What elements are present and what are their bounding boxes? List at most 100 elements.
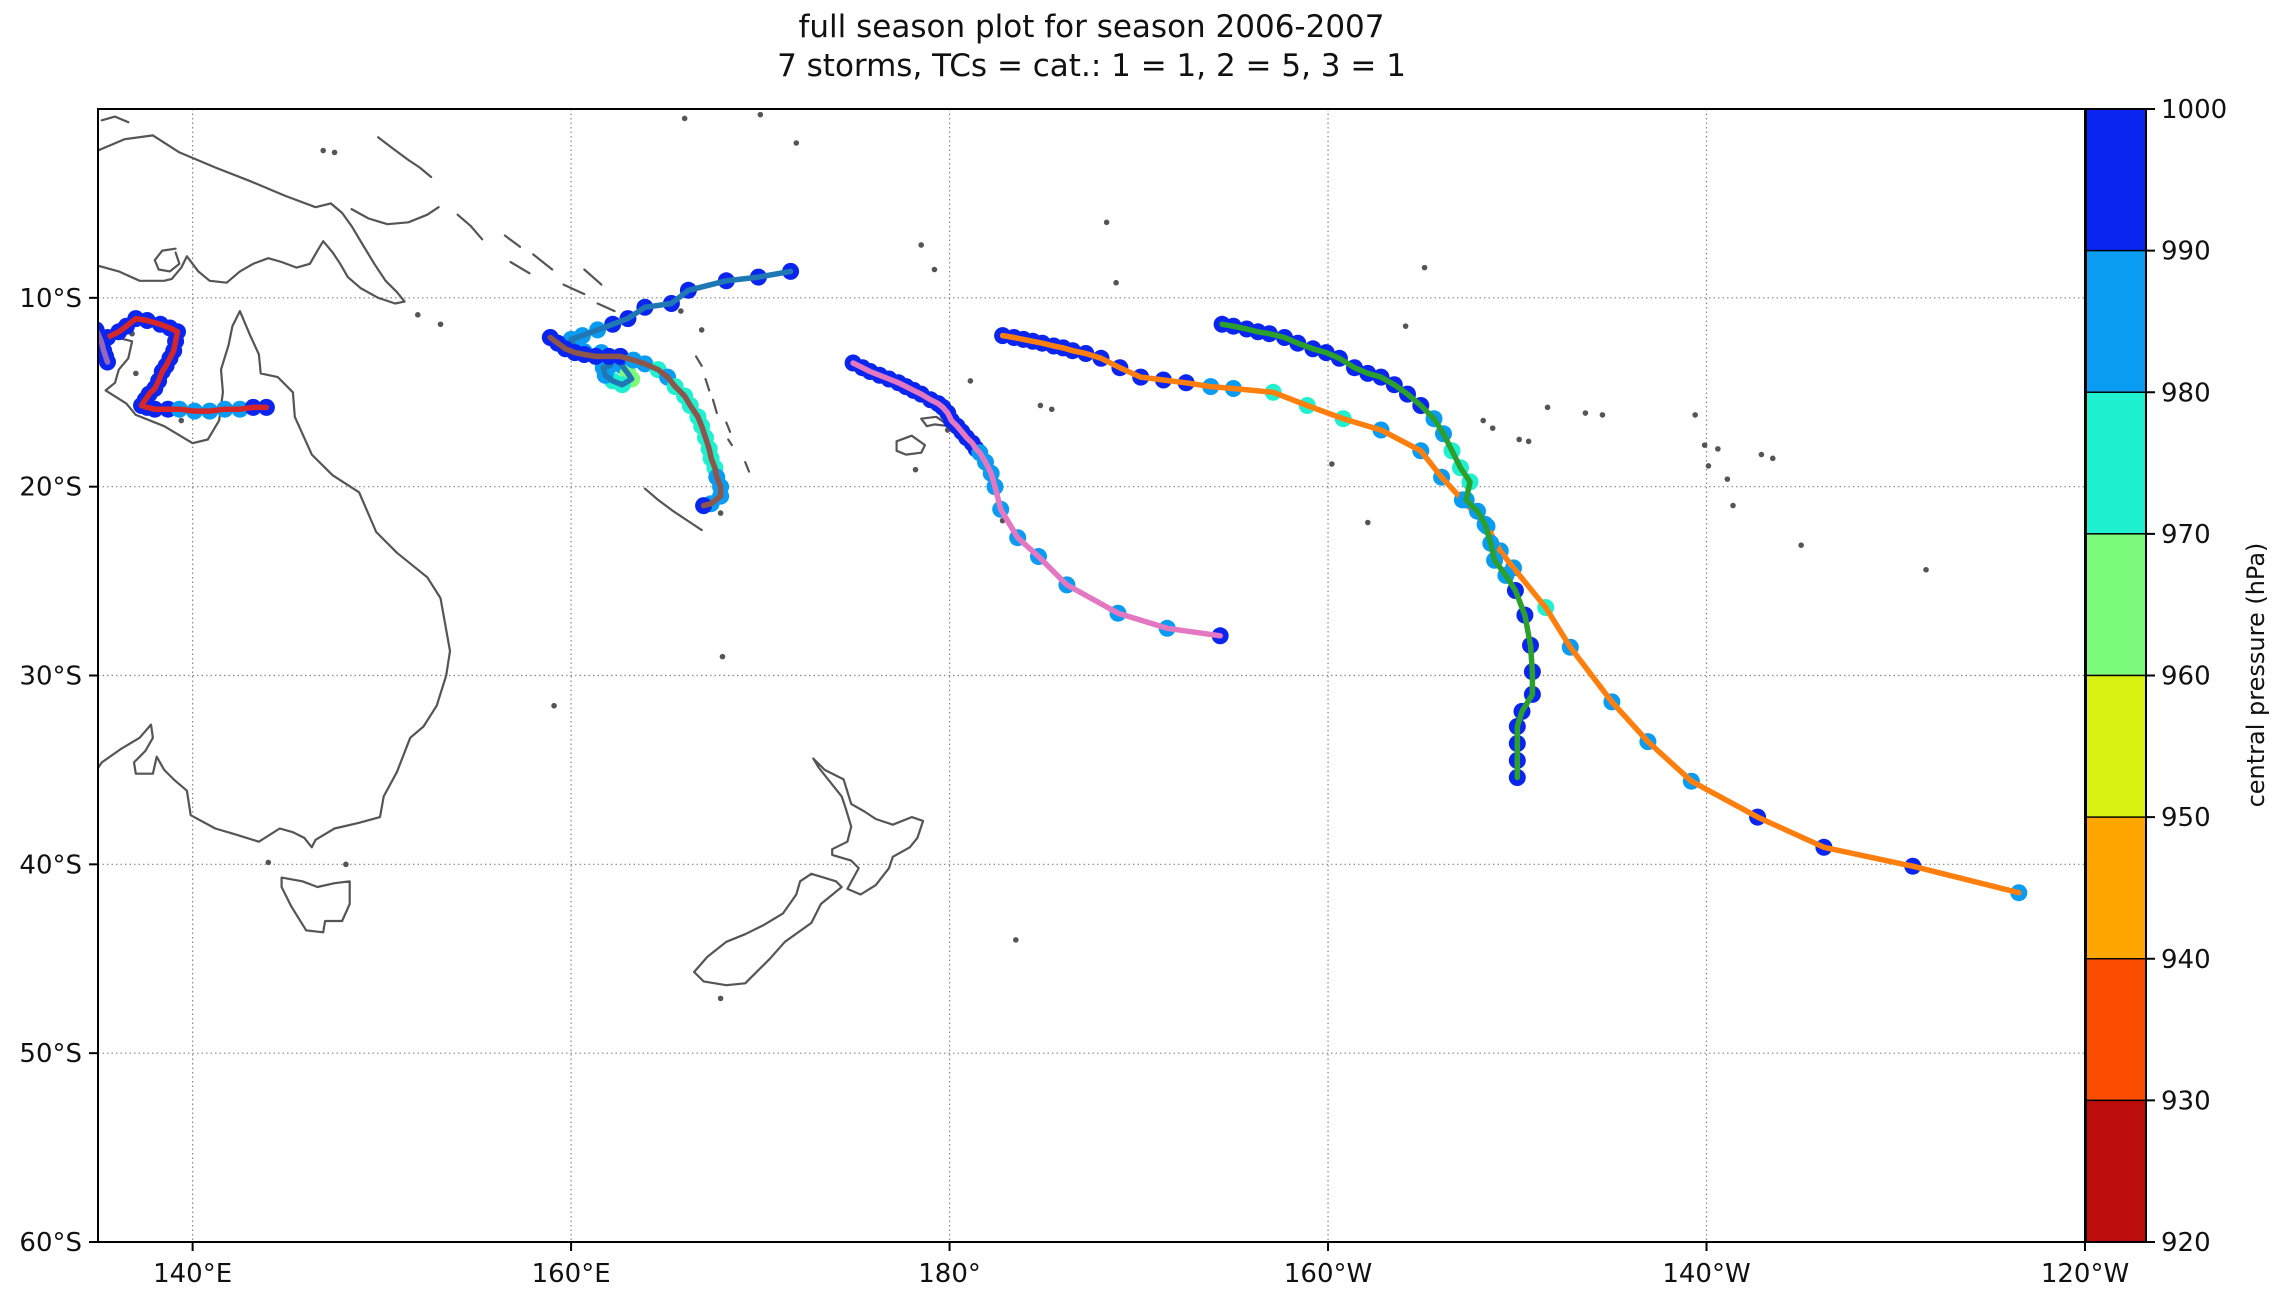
coastline-cenderawasih-bay [153, 247, 181, 273]
storm-track-line [999, 332, 2022, 896]
island-speck [1048, 406, 1055, 413]
coastline-layer [98, 111, 1929, 1002]
storm-track-line [547, 334, 724, 509]
coastline-new-guinea [98, 134, 406, 305]
colorbar-tick-label: 950 [2161, 803, 2211, 833]
island-speck [265, 859, 272, 866]
island-speck [551, 702, 557, 709]
colorbar-segment [2085, 816, 2147, 960]
coastline-santa-isabel [532, 253, 554, 271]
coastline-tasmania [280, 876, 351, 934]
x-tick-label: 120°W [2041, 1259, 2129, 1289]
colorbar-tick-label: 920 [2161, 1228, 2211, 1258]
coastline-vanuatu-6 [744, 461, 751, 473]
storm-track-line [1219, 321, 1536, 781]
island-speck [1525, 438, 1532, 445]
plot-title: full season plot for season 2006-2007 7 … [98, 8, 2085, 86]
colorbar-tick-label: 930 [2161, 1086, 2211, 1116]
island-speck [1715, 446, 1721, 452]
island-speck [1798, 542, 1804, 549]
y-tick-label: 20°S [19, 473, 82, 503]
island-speck [757, 111, 764, 118]
coastline-nz-north-island [812, 757, 925, 896]
y-tick-label: 30°S [19, 662, 82, 692]
island-speck [719, 653, 726, 660]
colorbar-segment [2085, 1099, 2147, 1243]
colorbar-segment [2085, 108, 2147, 252]
colorbar-segment [2085, 391, 2147, 535]
island-speck [1730, 502, 1736, 509]
coastline-vanuatu-1 [694, 355, 703, 367]
coastline-vanuatu-3 [711, 398, 718, 415]
island-speck [331, 149, 338, 156]
plot-title-line1: full season plot for season 2006-2007 [798, 9, 1385, 45]
island-speck [1480, 417, 1487, 424]
island-speck [1402, 323, 1409, 329]
x-tick-label: 140°W [1662, 1259, 1750, 1289]
island-speck [1758, 451, 1765, 458]
island-speck [717, 510, 724, 516]
island-speck [437, 321, 444, 328]
island-speck [320, 147, 326, 154]
island-speck [967, 378, 974, 384]
island-speck [918, 242, 924, 248]
x-tick-label: 140°E [153, 1259, 232, 1289]
island-speck [678, 308, 684, 314]
coastline-fiji-vanua-levu [920, 415, 951, 428]
coastline-malaita [583, 268, 603, 286]
coastline-vanuatu-5 [727, 438, 734, 447]
island-speck [912, 466, 919, 473]
island-speck [1516, 436, 1522, 443]
coastline-vanuatu-4 [725, 421, 732, 433]
island-speck [717, 995, 724, 1002]
grid-layer [98, 109, 2085, 1242]
island-speck [343, 861, 349, 868]
y-tick-label: 40°S [19, 850, 82, 880]
x-tick-label: 180° [918, 1259, 981, 1289]
island-speck [1769, 455, 1776, 462]
colorbar-segment [2085, 249, 2147, 393]
coastline-australia [98, 310, 452, 849]
colorbar-axis-label: central pressure (hPa) [2242, 542, 2270, 808]
island-speck [1701, 442, 1708, 448]
island-speck [178, 417, 185, 424]
colorbar-segment [2085, 533, 2147, 677]
plot-title-line2: 7 storms, TCs = cat.: 1 = 1, 2 = 5, 3 = … [777, 47, 1406, 84]
island-speck [931, 266, 938, 273]
island-speck [1364, 519, 1371, 526]
coastline-bougainville [456, 213, 484, 241]
island-speck [1037, 402, 1044, 409]
track-storm-7-pink [844, 354, 1229, 645]
x-tick-label: 160°W [1284, 1259, 1372, 1289]
colorbar-tick-label: 1000 [2161, 95, 2227, 125]
island-speck [793, 140, 800, 146]
coastline-makira [596, 302, 616, 313]
island-speck [1421, 264, 1428, 271]
island-speck [1599, 412, 1606, 418]
y-tick-label: 10°S [19, 284, 82, 314]
coastline-new-ireland [377, 136, 433, 179]
track-storm-2-orange [994, 327, 2028, 902]
colorbar-tick-label: 990 [2161, 237, 2211, 267]
colorbar-segment [2085, 674, 2147, 818]
map-layer [98, 109, 2085, 1242]
storm-track-line [850, 360, 1223, 639]
storm-track-line [98, 315, 270, 414]
coastline-guadalcanal [562, 283, 586, 296]
coastline-new-caledonia [643, 487, 703, 532]
coastline-biak-islands [100, 115, 130, 124]
island-speck [1724, 476, 1731, 482]
x-tick-label: 160°E [532, 1259, 611, 1289]
coastline-fiji-viti-levu [895, 434, 927, 456]
island-speck [1329, 461, 1335, 467]
coastline-vanuatu-2 [704, 377, 711, 392]
colorbar-tick-label: 940 [2161, 945, 2211, 975]
island-speck [1013, 937, 1019, 943]
island-speck [1692, 412, 1698, 418]
coastline-choiseul [503, 234, 522, 248]
island-speck [1103, 219, 1110, 226]
island-speck [1705, 463, 1712, 469]
coastline-nz-south-island [692, 872, 843, 987]
